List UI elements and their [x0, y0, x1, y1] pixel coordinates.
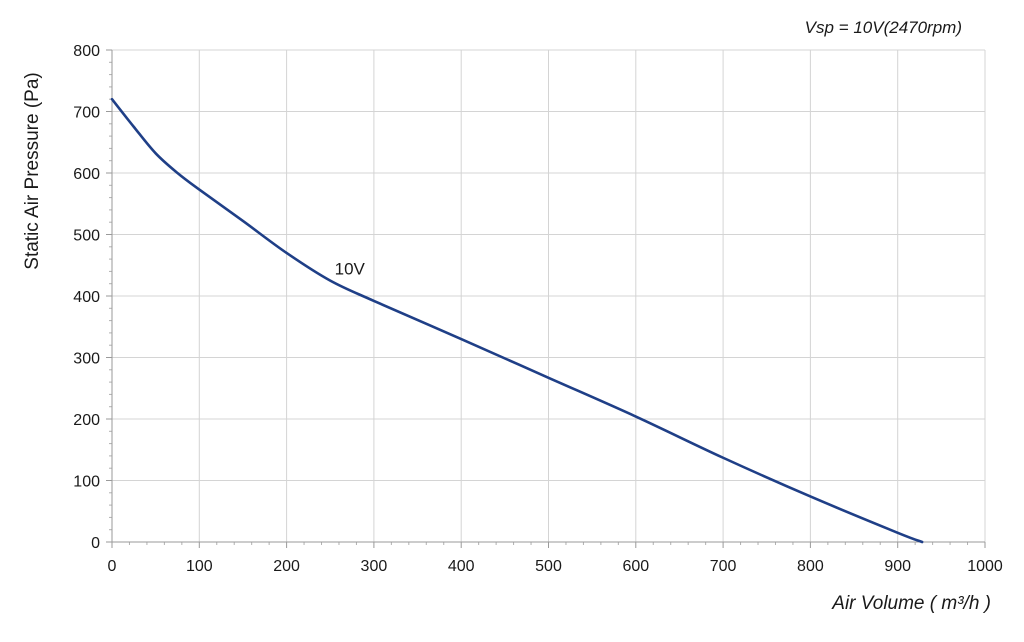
y-tick-label: 700 — [73, 105, 100, 122]
grid-lines — [112, 49, 986, 542]
axes — [106, 49, 986, 548]
x-tick-label: 200 — [273, 558, 300, 575]
x-tick-label: 600 — [622, 558, 649, 575]
x-tick-label: 400 — [448, 558, 475, 575]
y-tick-label: 400 — [73, 289, 100, 306]
x-tick-label: 500 — [535, 558, 562, 575]
y-tick-label: 500 — [73, 228, 100, 245]
minor-ticks — [109, 61, 969, 545]
x-tick-label: 700 — [710, 558, 737, 575]
x-axis-title: Air Volume ( m³/h ) — [831, 593, 991, 614]
series-lines — [110, 97, 924, 544]
y-tick-label: 300 — [73, 351, 100, 368]
x-tick-label: 100 — [186, 558, 213, 575]
tick-labels: 0 100 200 300 400 500 600 700 800 900 1000 0 100 200 3… — [73, 43, 1003, 575]
y-tick-label: 100 — [73, 474, 100, 491]
x-tick-label: 1000 — [967, 558, 1003, 575]
y-tick-label: 200 — [73, 412, 100, 429]
x-tick-label: 300 — [361, 558, 388, 575]
y-tick-label: 0 — [91, 535, 100, 552]
series-label-10v: 10V — [335, 259, 366, 278]
y-axis-title: Static Air Pressure (Pa) — [22, 72, 43, 269]
x-tick-label: 800 — [797, 558, 824, 575]
y-tick-label: 600 — [73, 166, 100, 183]
chart-title: Vsp = 10V(2470rpm) — [805, 18, 962, 37]
series-line-10v — [110, 97, 924, 544]
x-tick-label: 0 — [108, 558, 117, 575]
y-tick-label: 800 — [73, 43, 100, 60]
x-tick-label: 900 — [884, 558, 911, 575]
